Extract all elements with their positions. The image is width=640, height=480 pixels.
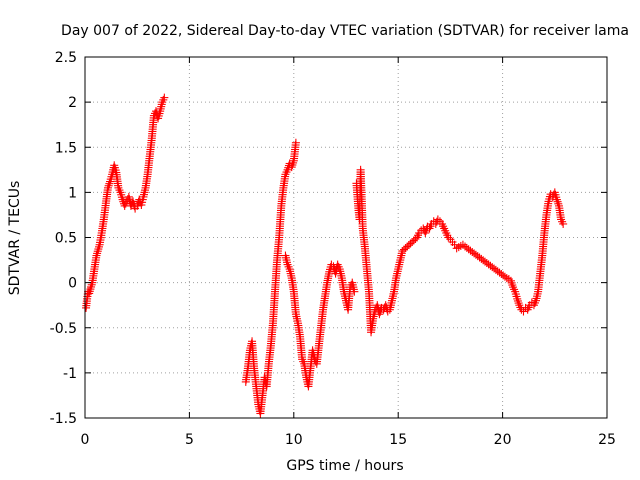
data-point [444,233,453,242]
y-tick-labels: -1.5 -1 -0.5 0 0.5 1 1.5 2 2.5 [50,50,77,427]
data-point [105,179,114,188]
x-tick-label: 10 [285,432,303,448]
y-tick-label: -0.5 [50,321,77,337]
y-tick-label: 1 [68,185,77,201]
data-point [160,93,169,102]
data-point [287,163,296,172]
data-point [554,199,563,208]
y-tick-label: 2 [68,95,77,111]
data-point [283,165,292,174]
data-point [502,274,511,283]
data-point [559,219,568,228]
x-tick-label: 25 [598,432,616,448]
data-point [508,281,517,290]
y-tick-label: -1 [63,366,77,382]
y-tick-label: 0 [68,276,77,292]
data-point [456,241,465,250]
data-point [553,197,562,206]
x-tick-label: 5 [185,432,194,448]
x-tick-label: 20 [494,432,512,448]
data-point [383,307,392,316]
data-point [350,287,359,296]
x-axis-label: GPS time / hours [286,458,403,474]
y-tick-label: 1.5 [55,140,77,156]
axis-ticks [84,56,608,419]
data-point [452,244,461,253]
data-point [514,299,523,308]
y-tick-label: -1.5 [50,411,77,427]
data-point [513,296,522,305]
data-point [507,278,516,287]
data-points [82,93,568,418]
y-tick-label: 0.5 [55,231,77,247]
x-tick-label: 0 [81,432,90,448]
data-point [421,228,430,237]
data-point [506,276,515,285]
data-point [288,160,297,169]
data-point [103,183,112,192]
data-point [284,163,293,172]
data-point [104,181,113,190]
y-axis-label: SDTVAR / TECUs [7,181,23,296]
data-point [450,240,459,249]
chart-title: Day 007 of 2022, Sidereal Day-to-day VTE… [61,23,629,39]
y-tick-label: 2.5 [55,50,77,66]
x-tick-labels: 0 5 10 15 20 25 [81,432,616,448]
data-point [519,307,528,316]
data-point [291,138,300,147]
data-point [454,243,463,252]
data-point [552,195,561,204]
data-point [375,310,384,319]
data-point [433,215,442,224]
data-point [289,158,298,167]
data-point [513,294,522,303]
x-tick-label: 15 [389,432,407,448]
